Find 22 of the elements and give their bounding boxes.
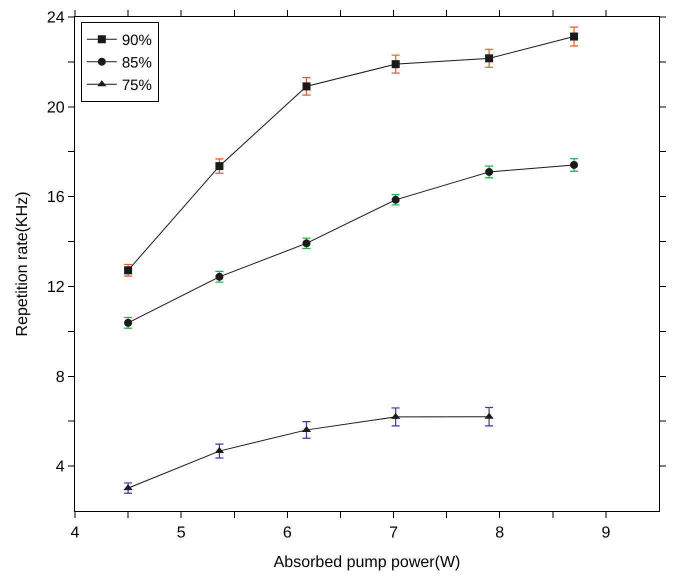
legend-label: 85% [122, 54, 152, 72]
y-tick-label: 20 [46, 99, 65, 116]
y-tick-label: 16 [46, 189, 65, 206]
point [485, 54, 494, 62]
point [570, 32, 578, 41]
legend-label: 90% [122, 32, 152, 50]
x-tick-label: 8 [495, 524, 504, 542]
y-tick-label: 8 [56, 368, 65, 386]
x-tick-label: 9 [601, 524, 610, 542]
legend-label: 75% [122, 77, 152, 94]
y-tick-label: 12 [46, 279, 65, 296]
point [302, 82, 310, 90]
x-axis-title: Absorbed pump power(W) [274, 554, 460, 571]
y-tick-label: 24 [46, 10, 65, 27]
point [392, 60, 400, 68]
point [215, 162, 224, 170]
y-tick-label: 4 [56, 458, 65, 476]
x-tick-label: 6 [282, 524, 292, 542]
x-tick-label: 4 [70, 524, 80, 542]
y-axis-title: Repetition rate(KHz) [14, 192, 31, 336]
x-tick-label: 5 [176, 524, 186, 542]
x-tick-label: 7 [389, 524, 398, 542]
